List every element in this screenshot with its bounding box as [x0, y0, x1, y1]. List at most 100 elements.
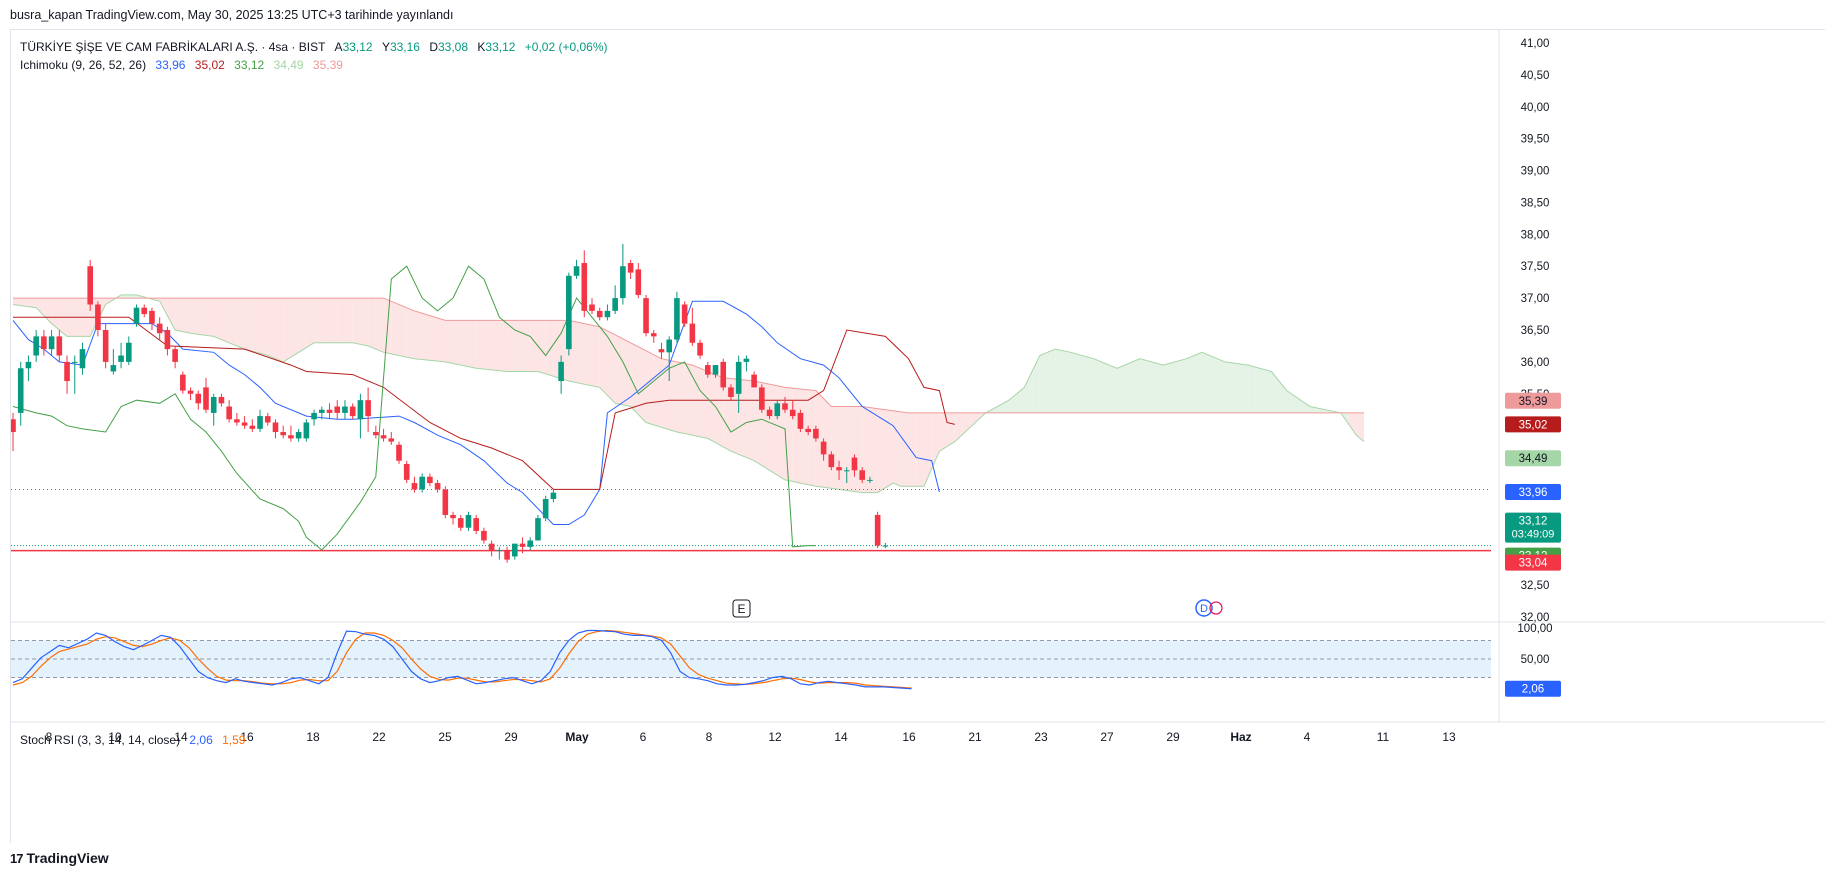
cloud-segment — [1209, 355, 1218, 413]
cloud-segment — [337, 298, 345, 343]
dividend-marker-label: D — [1200, 603, 1208, 615]
candle-body — [720, 361, 727, 388]
chart-canvas[interactable]: E D 41,00 40,50 40,00 39,50 39,00 38,50 38,00 37,… — [11, 30, 1825, 844]
candle-body — [705, 365, 711, 375]
candle-body — [867, 479, 873, 481]
candle-body — [388, 438, 395, 442]
cloud-segment — [1032, 355, 1040, 413]
cloud-segment — [128, 294, 137, 299]
candle-body — [172, 349, 178, 362]
time-axis-label: May — [565, 730, 589, 744]
cloud-segment — [877, 408, 886, 493]
stoch-k-value: 2,06 — [189, 733, 213, 747]
candle-body — [326, 409, 333, 413]
tradingview-footer[interactable]: 17 TradingView — [10, 850, 109, 866]
candle-body — [56, 336, 63, 356]
low-value: 33,08 — [438, 40, 469, 54]
cloud-segment — [283, 298, 291, 362]
price-tag-label: 33,04 — [1519, 558, 1548, 570]
cloud-segment — [893, 410, 901, 487]
candle-body — [620, 266, 626, 299]
time-axis-label: Haz — [1230, 730, 1251, 744]
cloud-segment — [391, 301, 399, 356]
price-axis-tick: 37,50 — [1521, 261, 1550, 273]
ichimoku-kijun-value: 35,02 — [194, 58, 225, 72]
cloud-segment — [221, 298, 230, 343]
stoch-rsi-legend[interactable]: Stoch RSI (3, 3, 14, 14, close) 2,06 1,5… — [20, 733, 245, 747]
cloud-segment — [954, 412, 963, 442]
price-tag-label: 34,49 — [1519, 453, 1548, 465]
cloud-segment — [700, 368, 708, 439]
stoch-axis-tick: 100,00 — [1517, 623, 1552, 635]
cloud-segment — [298, 298, 307, 353]
cloud-segment — [738, 379, 747, 458]
candle-body — [257, 416, 263, 429]
price-tag: 33,96 — [1505, 483, 1561, 500]
cloud-segment — [815, 390, 824, 488]
span-a-line — [12, 294, 1365, 494]
time-axis-label: 6 — [640, 730, 647, 744]
cloud-segment — [947, 412, 955, 447]
candle-body — [64, 361, 70, 382]
cloud-segment — [1062, 350, 1071, 413]
price-axis-tick: 38,50 — [1521, 197, 1550, 209]
ichimoku-tenkan-value: 33,96 — [155, 58, 186, 72]
cloud-segment — [483, 320, 492, 370]
candle-body — [334, 406, 341, 413]
candle-body — [149, 310, 155, 324]
candle-body — [411, 483, 418, 490]
cloud-segment — [831, 406, 840, 490]
price-tag-bg — [1505, 392, 1561, 409]
ichimoku-span-a-value: 34,49 — [273, 58, 304, 72]
price-tag: 33,04 — [1505, 554, 1561, 571]
time-axis-label: 11 — [1377, 730, 1390, 744]
candle-body — [141, 307, 148, 315]
cloud-segment — [900, 411, 909, 487]
cloud-segment — [607, 330, 616, 404]
cloud-segment — [1124, 361, 1133, 413]
candle-body — [627, 263, 634, 273]
candle-body — [836, 467, 842, 471]
cloud-segment — [1255, 367, 1264, 413]
price-tag-label: 33,12 — [1519, 516, 1548, 528]
ichimoku-cloud — [13, 294, 1364, 493]
cloud-segment — [321, 298, 330, 343]
candle-body — [342, 406, 348, 413]
ichimoku-legend[interactable]: Ichimoku (9, 26, 52, 26) 33,96 35,02 33,… — [20, 58, 343, 72]
candle-body — [689, 323, 696, 343]
candle-body — [380, 435, 387, 439]
stoch-tag-label: 2,06 — [1522, 684, 1544, 696]
cloud-segment — [800, 388, 809, 485]
cloud-segment — [1263, 369, 1272, 413]
time-axis-label: 14 — [174, 730, 188, 744]
candle-body — [25, 361, 32, 369]
price-axis-tick: 41,00 — [1521, 38, 1550, 50]
tradingview-logo-icon: 17 — [10, 850, 24, 866]
candle-body — [658, 349, 665, 353]
candle-body — [210, 396, 217, 413]
candle-body — [365, 400, 371, 417]
price-tag-label: 35,39 — [1519, 396, 1548, 408]
candle-body — [465, 514, 472, 528]
cloud-segment — [1047, 349, 1056, 413]
cloud-segment — [306, 298, 315, 348]
cloud-segment — [939, 412, 948, 452]
cloud-segment — [908, 412, 917, 487]
time-axis-label: 25 — [438, 730, 452, 744]
time-axis-label: 4 — [1304, 730, 1311, 744]
high-value: 33,16 — [389, 40, 420, 54]
cloud-segment — [28, 298, 37, 308]
chart-area[interactable]: E D 41,00 40,50 40,00 39,50 39,00 38,50 38,00 37,… — [10, 29, 1825, 843]
candle-body — [828, 454, 835, 468]
low-label: D — [429, 40, 438, 54]
symbol-title[interactable]: TÜRKİYE ŞİŞE VE CAM FABRİKALARI A.Ş. · 4… — [20, 40, 326, 54]
cloud-segment — [599, 326, 608, 396]
cloud-segment — [993, 404, 1002, 413]
cloud-segment — [769, 384, 778, 476]
candle-body — [650, 333, 657, 337]
candle-body — [681, 304, 688, 324]
candle-body — [751, 374, 757, 388]
candle-body — [728, 387, 734, 397]
price-axis-tick: 38,00 — [1521, 229, 1550, 241]
